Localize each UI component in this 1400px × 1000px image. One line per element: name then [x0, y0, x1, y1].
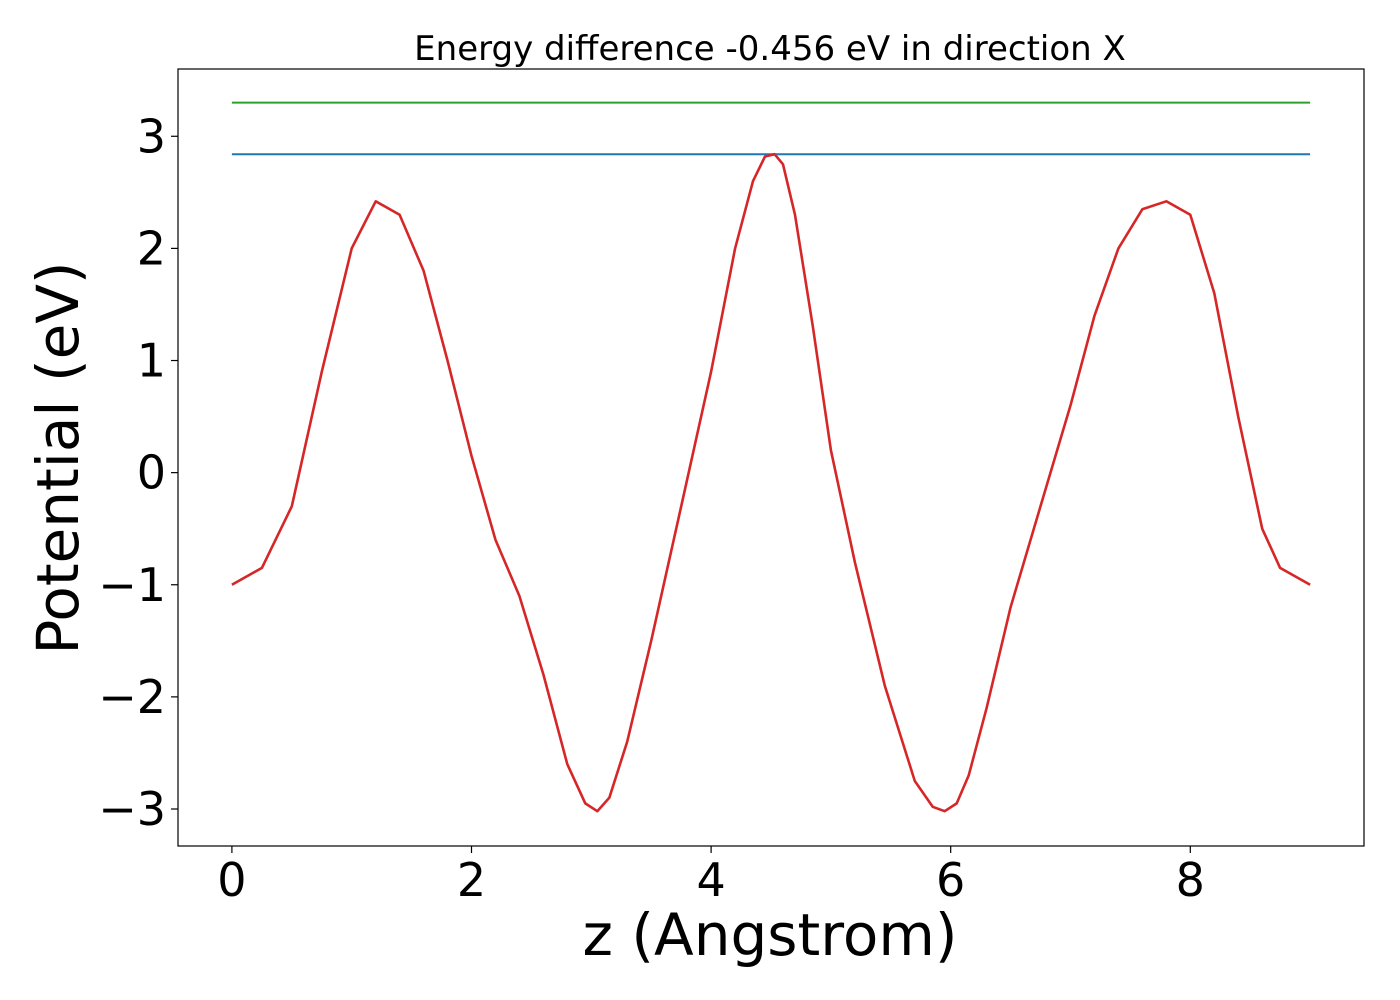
- x-tick-label: 2: [457, 853, 486, 907]
- y-tick-label: −2: [98, 670, 166, 724]
- y-tick-label: 1: [137, 334, 166, 388]
- y-tick-label: 3: [137, 109, 166, 163]
- x-tick-label: 6: [936, 853, 965, 907]
- y-tick-label: −1: [98, 558, 166, 612]
- y-tick-label: −3: [98, 782, 166, 836]
- series-line-2: [231, 152, 1311, 813]
- y-tick-label: 2: [137, 221, 166, 275]
- x-tick-label: 4: [696, 853, 725, 907]
- plot-frame: [177, 68, 1365, 847]
- x-axis-label: z (Angstrom): [583, 901, 958, 969]
- x-axis: 0 2 4 6 8: [217, 846, 1205, 907]
- series-layer: [231, 101, 1311, 813]
- x-tick-label: 0: [217, 853, 246, 907]
- y-axis: −3 −2 −1 0 1 2 3: [98, 109, 178, 836]
- chart-title: Energy difference -0.456 eV in direction…: [414, 29, 1126, 69]
- y-axis-label: Potential (eV): [24, 261, 92, 654]
- y-tick-label: 0: [137, 446, 166, 500]
- x-tick-label: 8: [1176, 853, 1205, 907]
